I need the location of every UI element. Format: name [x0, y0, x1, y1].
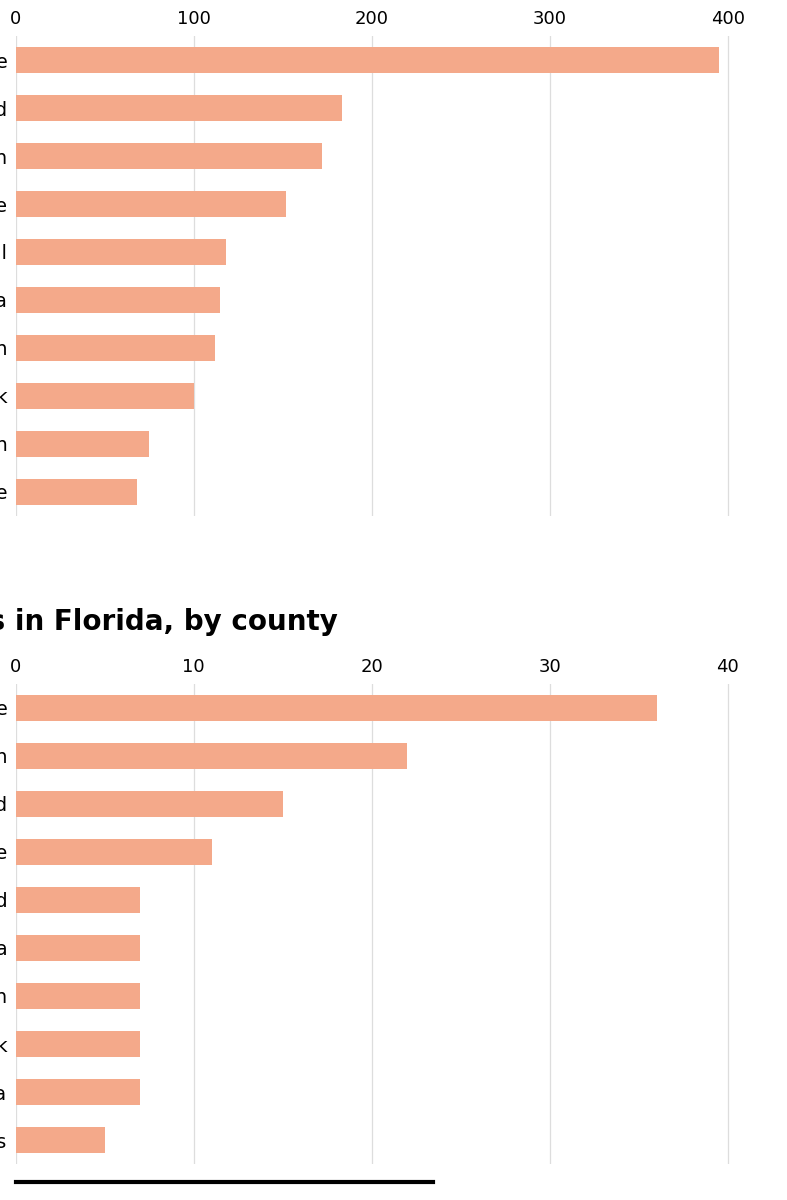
- Bar: [16, 383, 194, 409]
- Bar: [16, 335, 215, 361]
- Bar: [16, 935, 140, 961]
- Bar: [16, 1079, 140, 1105]
- Bar: [16, 695, 656, 721]
- Bar: [16, 47, 719, 73]
- Bar: [16, 431, 150, 457]
- Bar: [16, 1031, 140, 1057]
- Bar: [16, 839, 212, 865]
- Bar: [16, 191, 286, 217]
- Bar: [16, 887, 140, 913]
- Bar: [16, 239, 226, 265]
- Bar: [16, 143, 322, 169]
- Bar: [16, 1127, 105, 1153]
- Bar: [16, 95, 342, 121]
- Bar: [16, 479, 137, 505]
- Bar: [16, 791, 283, 817]
- Bar: [16, 287, 220, 313]
- Bar: [16, 983, 140, 1009]
- Bar: [16, 743, 408, 769]
- Text: New deaths in Florida, by county: New deaths in Florida, by county: [0, 608, 338, 636]
